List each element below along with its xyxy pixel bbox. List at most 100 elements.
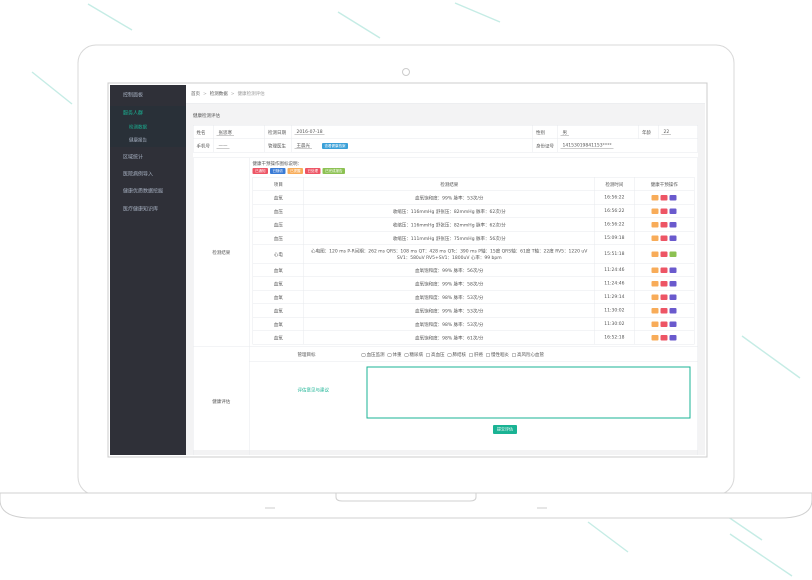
goal-text: 肺结核 bbox=[452, 352, 467, 358]
action-icon[interactable] bbox=[669, 194, 677, 201]
nav-sub-item[interactable]: 检测数据 bbox=[110, 121, 186, 134]
action-icon[interactable] bbox=[669, 280, 677, 287]
action-icon[interactable] bbox=[660, 235, 668, 241]
action-icon[interactable] bbox=[651, 221, 659, 228]
item: 血压 bbox=[252, 217, 305, 232]
legend-badge: 已随访 bbox=[270, 168, 286, 174]
nav-item[interactable]: 服务人群 bbox=[110, 106, 186, 121]
action-icon[interactable] bbox=[660, 321, 668, 327]
action-icon[interactable] bbox=[660, 334, 668, 341]
result-row: 血氧 血氧饱和度：99% 脉率：53次/分 16:56:22 bbox=[252, 190, 695, 205]
item: 血氧 bbox=[252, 330, 305, 345]
assessment-layout: 检测结果 健康干预操作图标说明： 已通知 已随访 已提醒 已处理 已完成报告 项目 检测结… bbox=[193, 157, 698, 455]
time: 15:51:18 bbox=[594, 244, 635, 264]
value: —— bbox=[216, 143, 230, 149]
action-icon[interactable] bbox=[669, 307, 677, 314]
result-row: 血氧 血氧饱和度：98% 脉率：61次/分 16:52:18 bbox=[252, 330, 695, 345]
value: 2016-07-18 bbox=[294, 129, 325, 135]
result: 收缩压：116mmHg 舒张压：82mmHg 脉率：62次/分 bbox=[303, 217, 595, 232]
legend: 已通知 已随访 已提醒 已处理 已完成报告 bbox=[252, 168, 695, 174]
action-icon[interactable] bbox=[669, 334, 677, 341]
action-icon[interactable] bbox=[660, 280, 668, 287]
goal-checkbox[interactable] bbox=[387, 352, 392, 357]
submit-button[interactable]: 提交评估 bbox=[493, 425, 517, 434]
goal-checkbox[interactable] bbox=[469, 352, 474, 357]
goal-option[interactable]: 慢性咽炎 bbox=[486, 353, 509, 358]
result-row: 血氧 血氧饱和度：99% 脉率：53次/分 11:30:02 bbox=[252, 303, 695, 318]
separator: > bbox=[230, 91, 235, 97]
item: 血压 bbox=[252, 231, 305, 245]
goal-option[interactable]: 糖尿病 bbox=[404, 352, 423, 358]
action-icon[interactable] bbox=[669, 267, 677, 273]
results-table: 项目 检测结果 检测时间 健康干预操作 血氧 血氧饱和度：99% 脉率：53次/分 16:5… bbox=[252, 177, 695, 345]
time: 16:56:22 bbox=[594, 204, 635, 218]
action-icon[interactable] bbox=[669, 321, 677, 327]
actions bbox=[633, 231, 695, 245]
result: 心电图：120 ms P-R间期：262 ms QRS：108 ms QT：42… bbox=[303, 244, 595, 264]
goal-checkbox[interactable] bbox=[486, 352, 491, 357]
action-icon[interactable] bbox=[669, 221, 677, 228]
action-icon[interactable] bbox=[669, 251, 677, 257]
result: 血氧饱和度：99% 脉率：53次/分 bbox=[303, 303, 595, 318]
time: 11:30:02 bbox=[594, 303, 635, 318]
goal-checkbox[interactable] bbox=[361, 352, 366, 357]
action-icon[interactable] bbox=[651, 194, 659, 201]
goal-option[interactable]: 高风险心血管 bbox=[512, 353, 544, 358]
nav-item[interactable]: 医院病例导入 bbox=[123, 171, 153, 178]
action-icon[interactable] bbox=[669, 208, 677, 214]
action-icon[interactable] bbox=[651, 280, 659, 287]
goal-option[interactable]: 肝癌 bbox=[469, 353, 483, 358]
goal-checkbox[interactable] bbox=[404, 352, 409, 357]
value: 张思寒 bbox=[216, 130, 235, 136]
result-row: 心电 心电图：120 ms P-R间期：262 ms QRS：108 ms QT：… bbox=[252, 244, 695, 264]
action-icon[interactable] bbox=[660, 251, 668, 257]
actions bbox=[633, 190, 695, 205]
advice-input[interactable] bbox=[366, 366, 691, 419]
nav-sub-item[interactable]: 健康报告 bbox=[110, 134, 186, 147]
action-icon[interactable] bbox=[660, 221, 668, 228]
action-icon[interactable] bbox=[651, 307, 659, 314]
action-icon[interactable] bbox=[651, 235, 659, 241]
legend-badge: 已完成报告 bbox=[322, 168, 345, 174]
goal-checkbox[interactable] bbox=[447, 352, 452, 357]
item: 血氧 bbox=[252, 290, 305, 304]
action-icon[interactable] bbox=[660, 194, 668, 201]
action-icon[interactable] bbox=[660, 208, 668, 214]
result: 收缩压：111mmHg 舒张压：75mmHg 脉率：56次/分 bbox=[303, 231, 595, 245]
goal-checkbox[interactable] bbox=[512, 352, 517, 357]
result: 血氧饱和度：99% 脉率：53次/分 bbox=[303, 190, 595, 205]
goal-option[interactable]: 肺结核 bbox=[447, 352, 467, 358]
goal-option[interactable]: 血压监测 bbox=[361, 352, 385, 358]
crumb-item[interactable]: 检测数据 bbox=[209, 91, 228, 97]
crumb-item: 健康检测评估 bbox=[237, 91, 265, 97]
result: 血氧饱和度：98% 脉率：61次/分 bbox=[303, 330, 595, 345]
result-row: 血氧 血氧饱和度：99% 脉率：56次/分 11:24:46 bbox=[252, 263, 695, 277]
goal-checkbox[interactable] bbox=[426, 352, 431, 357]
goal-option[interactable]: 高血压 bbox=[426, 353, 445, 358]
crumb-item[interactable]: 首页 bbox=[191, 91, 201, 97]
label: 手机号 bbox=[192, 138, 214, 153]
action-icon[interactable] bbox=[669, 235, 677, 241]
goal-text: 血压监测 bbox=[366, 352, 385, 358]
action-icon[interactable] bbox=[651, 334, 659, 341]
action-icon[interactable] bbox=[651, 267, 659, 273]
nav-item[interactable]: 健康优质数据挖掘 bbox=[123, 188, 163, 195]
section-title: 健康检测评估 bbox=[193, 113, 221, 119]
action-icon[interactable] bbox=[651, 251, 659, 257]
action-icon[interactable] bbox=[660, 307, 668, 314]
action-icon[interactable] bbox=[651, 208, 659, 214]
actions bbox=[633, 303, 695, 318]
record-button[interactable]: 查看健康档案 bbox=[322, 143, 349, 149]
action-icon[interactable] bbox=[651, 294, 659, 300]
action-icon[interactable] bbox=[669, 294, 677, 300]
value: 男 bbox=[560, 130, 570, 136]
goal-option[interactable]: 体重 bbox=[387, 352, 402, 358]
camera bbox=[402, 68, 410, 76]
nav-item[interactable]: 区域统计 bbox=[123, 154, 143, 161]
nav-item[interactable]: 控制面板 bbox=[123, 92, 143, 99]
action-icon[interactable] bbox=[651, 321, 659, 327]
action-icon[interactable] bbox=[660, 294, 668, 300]
action-icon[interactable] bbox=[660, 267, 668, 273]
item: 血氧 bbox=[252, 276, 305, 291]
nav-item[interactable]: 医疗健康知识库 bbox=[123, 206, 158, 213]
